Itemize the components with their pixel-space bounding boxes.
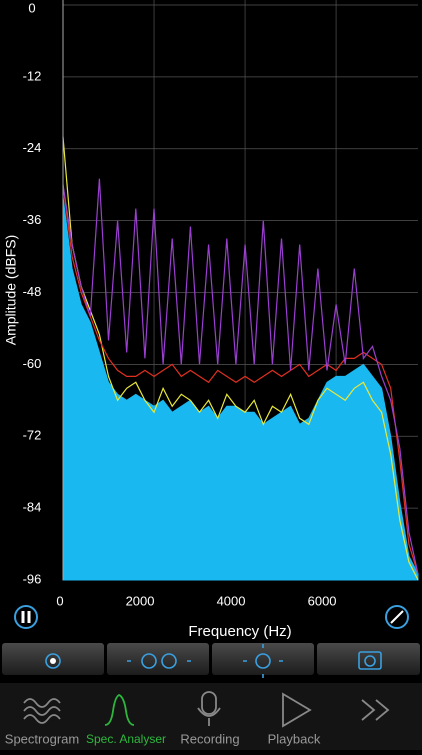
x-tick-label: 2000 (126, 593, 155, 608)
x-axis-title: Frequency (Hz) (188, 623, 291, 640)
zoom-button[interactable] (385, 605, 409, 629)
y-tick-label: -48 (23, 284, 42, 299)
spectrum-line (62, 178, 419, 575)
tab-active[interactable]: Spec. Analyser (86, 732, 166, 746)
tab[interactable]: Playback (268, 731, 321, 746)
toolbar-button[interactable] (317, 643, 420, 675)
y-tick-label: -36 (23, 212, 42, 227)
y-tick-label: -84 (23, 500, 42, 515)
toolbar-button[interactable] (212, 643, 314, 675)
spectrum-line (62, 136, 419, 581)
y-tick-label: -72 (23, 428, 42, 443)
y-tick-label: -24 (23, 140, 42, 155)
y-tick-label: -12 (23, 68, 42, 83)
toolbar (2, 643, 420, 678)
y-axis-title: Amplitude (dBFS) (3, 235, 19, 345)
tab[interactable]: Recording (180, 731, 239, 746)
y-tick-label: 0 (28, 0, 35, 15)
y-tick-label: -60 (23, 356, 42, 371)
x-tick-label: 4000 (217, 593, 246, 608)
spectrum-line (62, 184, 419, 575)
plot: 0 -12 -24 -36 -48 -60 -72 -84 -96 0 2000 4000 6000 (23, 0, 419, 608)
toolbar-button[interactable] (107, 643, 209, 675)
x-tick-label: 0 (56, 593, 63, 608)
y-tick-label: -96 (23, 571, 42, 586)
tab[interactable]: Spectrogram (5, 731, 79, 746)
spectrum-area (62, 196, 419, 581)
x-tick-label: 6000 (308, 593, 337, 608)
pause-button[interactable] (14, 605, 38, 629)
